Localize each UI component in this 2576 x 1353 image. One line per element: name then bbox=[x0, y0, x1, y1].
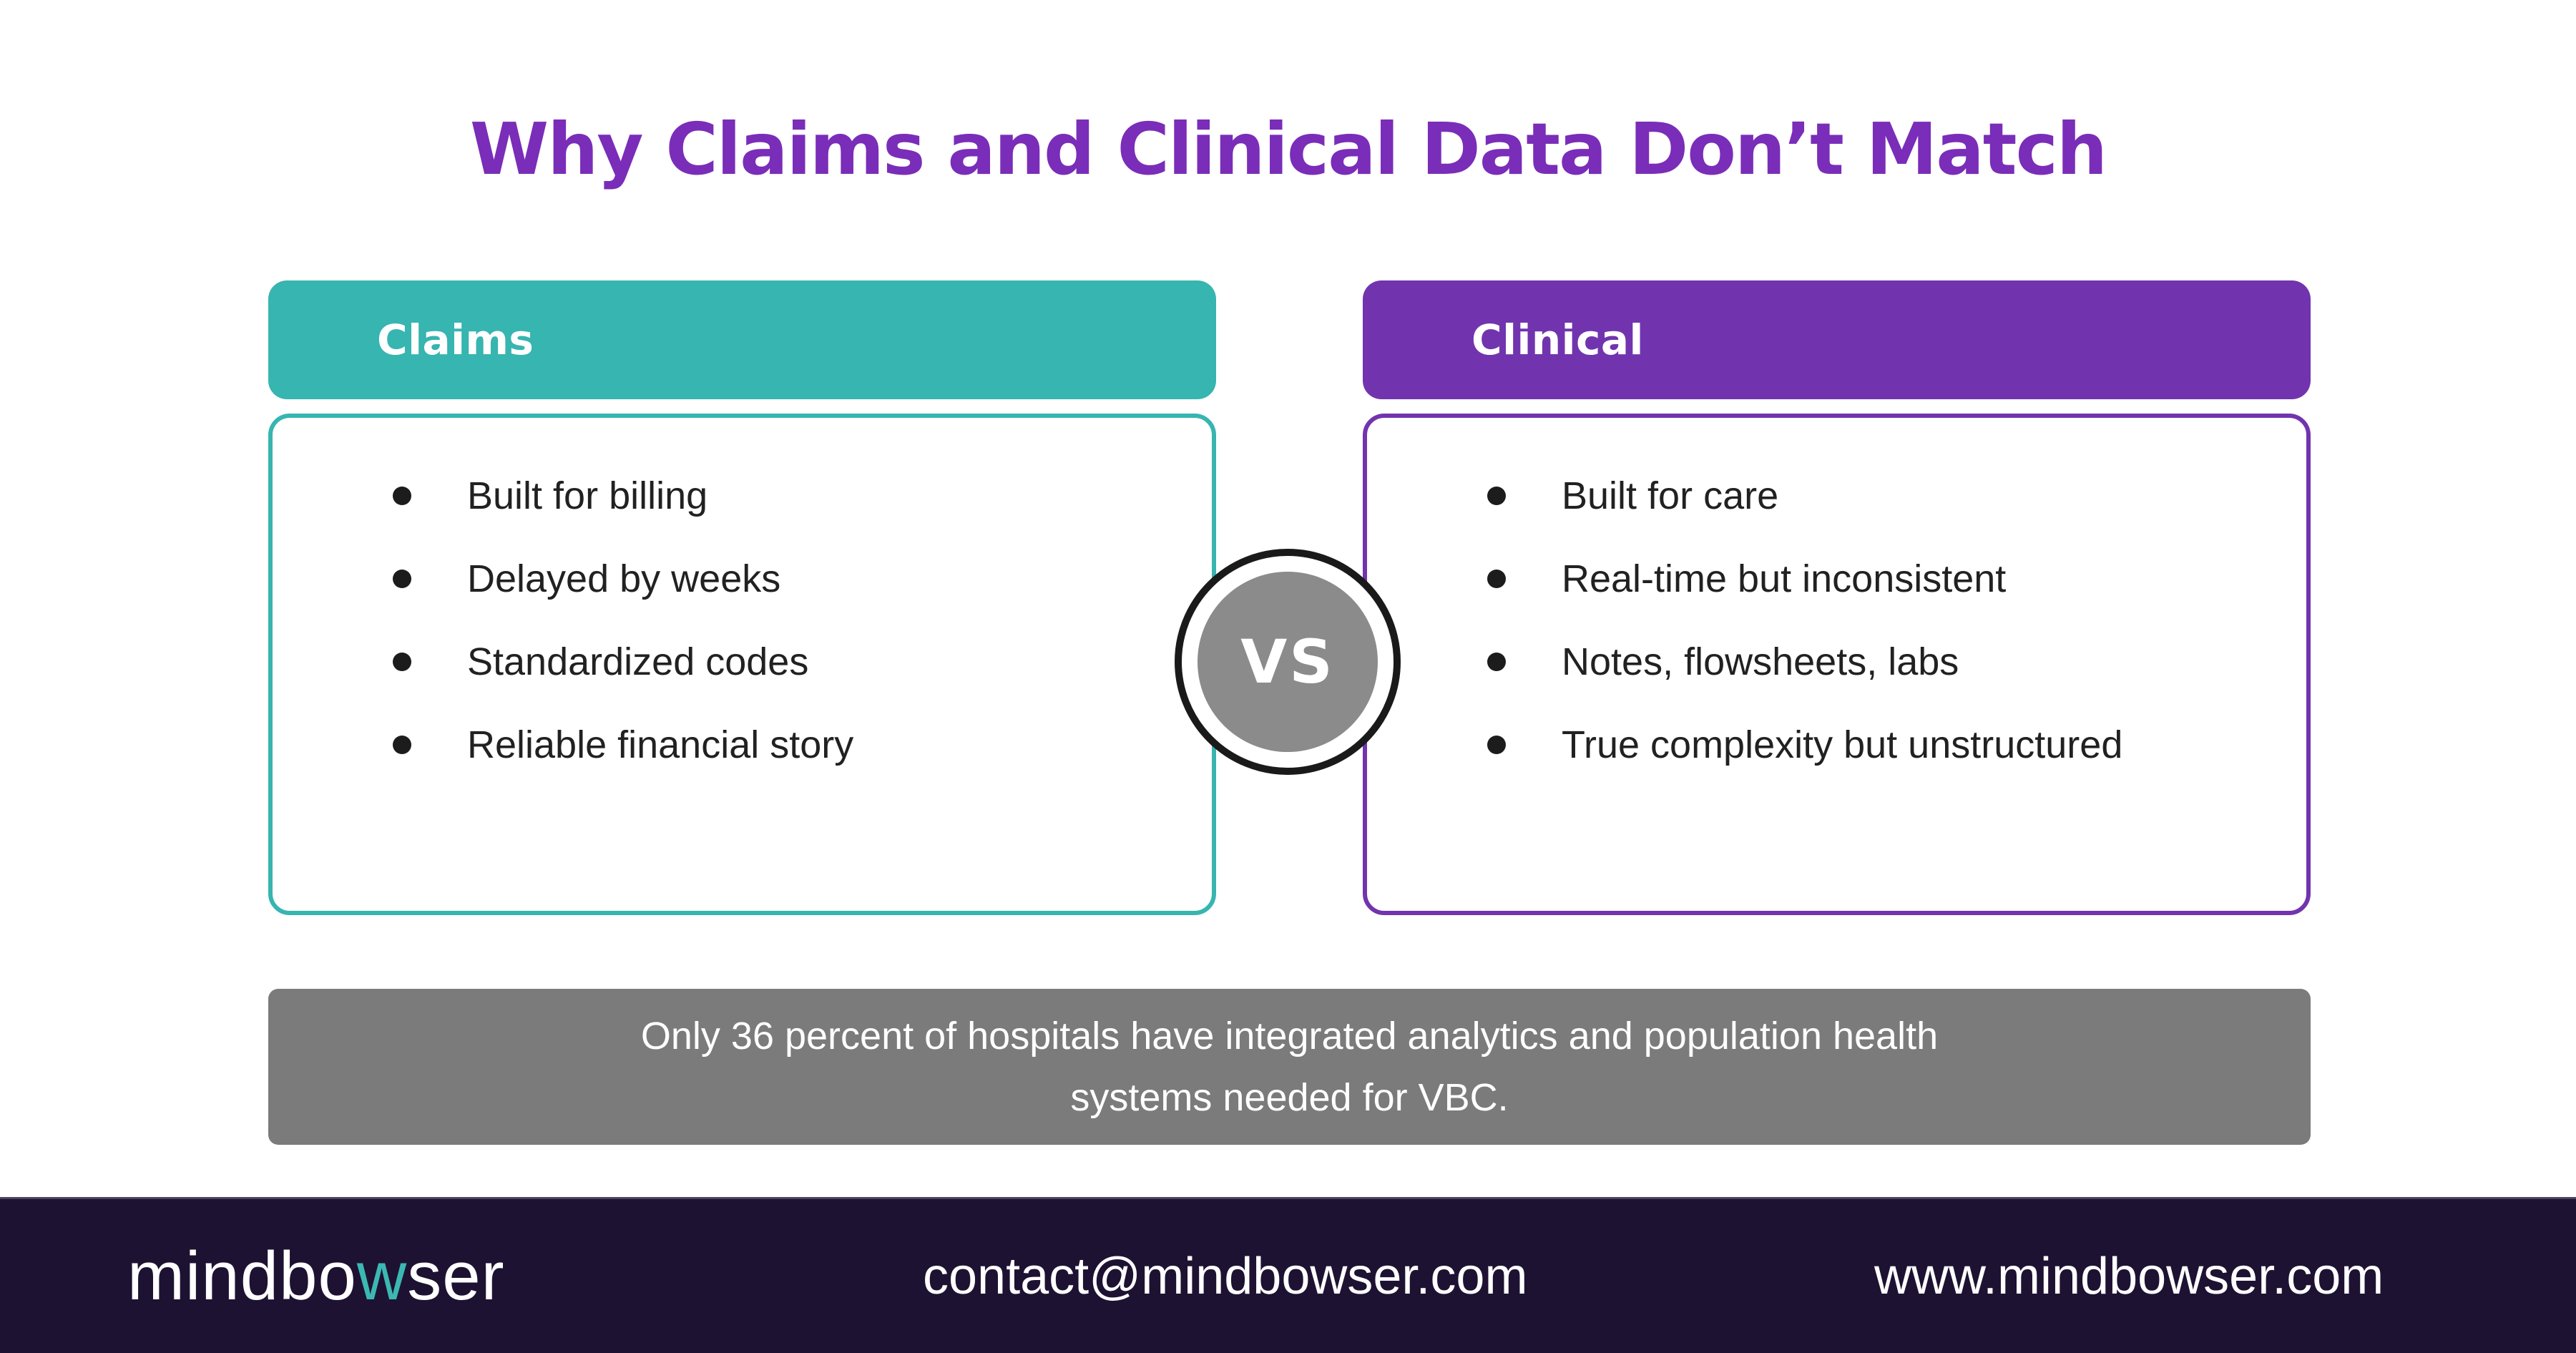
claims-card: Claims Built for billing Delayed by week… bbox=[268, 280, 1216, 915]
list-item: True complexity but unstructured bbox=[1487, 718, 2278, 771]
list-item: Real-time but inconsistent bbox=[1487, 552, 2278, 605]
bullet-dot-icon bbox=[1487, 653, 1506, 671]
stat-banner-line-2: systems needed for VBC. bbox=[1070, 1076, 1509, 1119]
list-item: Reliable financial story bbox=[393, 718, 1183, 771]
logo-text-suffix: ser bbox=[407, 1237, 505, 1314]
mindbowser-logo: mindbowser bbox=[127, 1237, 505, 1316]
list-item: Standardized codes bbox=[393, 635, 1183, 688]
bullet-dot-icon bbox=[1487, 736, 1506, 754]
bullet-dot-icon bbox=[393, 653, 411, 671]
bullet-dot-icon bbox=[393, 570, 411, 588]
clinical-card-title: Clinical bbox=[1471, 316, 1644, 364]
logo-text-prefix: mindbo bbox=[127, 1237, 357, 1314]
bullet-text: Built for billing bbox=[467, 474, 708, 517]
bullet-text: Real-time but inconsistent bbox=[1562, 557, 2007, 600]
bullet-text: Delayed by weeks bbox=[467, 557, 781, 600]
footer-website: www.mindbowser.com bbox=[1874, 1247, 2384, 1305]
clinical-card-body: Built for care Real-time but inconsisten… bbox=[1363, 414, 2311, 915]
bullet-text: Reliable financial story bbox=[467, 723, 854, 766]
claims-card-title: Claims bbox=[377, 316, 534, 364]
list-item: Delayed by weeks bbox=[393, 552, 1183, 605]
bullet-dot-icon bbox=[393, 736, 411, 754]
footer-bar: mindbowser contact@mindbowser.com www.mi… bbox=[0, 1197, 2576, 1353]
footer-email: contact@mindbowser.com bbox=[923, 1247, 1528, 1305]
claims-bullet-list: Built for billing Delayed by weeks Stand… bbox=[393, 469, 1183, 771]
bullet-dot-icon bbox=[1487, 570, 1506, 588]
page-title: Why Claims and Clinical Data Don’t Match bbox=[469, 107, 2107, 191]
list-item: Notes, flowsheets, labs bbox=[1487, 635, 2278, 688]
bullet-text: True complexity but unstructured bbox=[1562, 723, 2123, 766]
vs-badge: VS bbox=[1175, 549, 1401, 775]
list-item: Built for billing bbox=[393, 469, 1183, 522]
clinical-card: Clinical Built for care Real-time but in… bbox=[1363, 280, 2311, 915]
claims-card-body: Built for billing Delayed by weeks Stand… bbox=[268, 414, 1216, 915]
logo-highlight-w: w bbox=[356, 1237, 408, 1314]
vs-badge-inner: VS bbox=[1198, 572, 1378, 752]
bullet-dot-icon bbox=[1487, 487, 1506, 505]
clinical-card-header: Clinical bbox=[1363, 280, 2311, 399]
bullet-text: Standardized codes bbox=[467, 640, 809, 683]
bullet-text: Built for care bbox=[1562, 474, 1779, 517]
vs-label: VS bbox=[1240, 627, 1335, 697]
stat-banner-line-1: Only 36 percent of hospitals have integr… bbox=[640, 1015, 1939, 1058]
list-item: Built for care bbox=[1487, 469, 2278, 522]
bullet-text: Notes, flowsheets, labs bbox=[1562, 640, 1959, 683]
bullet-dot-icon bbox=[393, 487, 411, 505]
clinical-bullet-list: Built for care Real-time but inconsisten… bbox=[1487, 469, 2278, 771]
claims-card-header: Claims bbox=[268, 280, 1216, 399]
stat-banner: Only 36 percent of hospitals have integr… bbox=[268, 989, 2311, 1145]
